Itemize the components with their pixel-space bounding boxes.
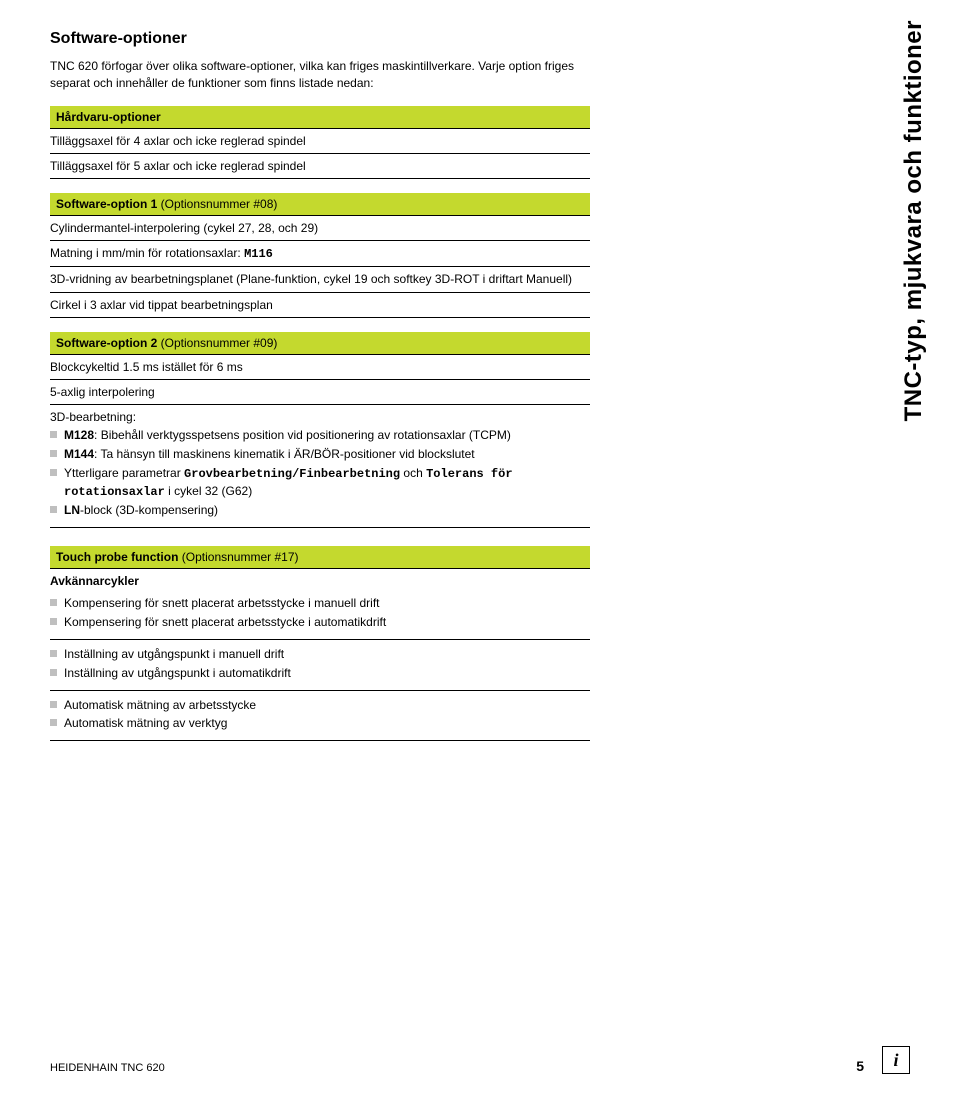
list-item: Automatisk mätning av arbetsstycke xyxy=(50,697,584,714)
touch-group3: Automatisk mätning av arbetsstycke Autom… xyxy=(50,697,584,733)
opt2-header-rest: (Optionsnummer #09) xyxy=(157,336,277,350)
list-item: Kompensering för snett placerat arbetsst… xyxy=(50,595,584,612)
list-item: M128: Bibehåll verktygsspetsens position… xyxy=(50,427,584,444)
opt1-mono: M116 xyxy=(244,247,273,261)
table-row: Blockcykeltid 1.5 ms istället för 6 ms xyxy=(50,355,590,380)
table-row: Cylindermantel-interpolering (cykel 27, … xyxy=(50,216,590,241)
touch-header: Touch probe function (Optionsnummer #17) xyxy=(50,546,590,569)
list-item: M144: Ta hänsyn till maskinens kinematik… xyxy=(50,446,584,463)
opt2-header: Software-option 2 (Optionsnummer #09) xyxy=(50,332,590,355)
touch-header-bold: Touch probe function xyxy=(56,550,178,564)
touch-subhead: Avkännarcykler xyxy=(50,573,584,593)
opt1-header: Software-option 1 (Optionsnummer #08) xyxy=(50,193,590,216)
table-row: 3D-bearbetning: M128: Bibehåll verktygss… xyxy=(50,405,590,527)
table-row: 5-axlig interpolering xyxy=(50,380,590,405)
intro-text: TNC 620 förfogar över olika software-opt… xyxy=(50,58,590,92)
table-row: Avkännarcykler Kompensering för snett pl… xyxy=(50,569,590,640)
footer-left: HEIDENHAIN TNC 620 xyxy=(50,1062,165,1074)
footer: HEIDENHAIN TNC 620 5 i xyxy=(50,1046,910,1074)
list-item: Automatisk mätning av verktyg xyxy=(50,715,584,732)
hardvaru-header: Hårdvaru-optioner xyxy=(50,106,590,129)
list-item: Inställning av utgångspunkt i manuell dr… xyxy=(50,646,584,663)
table-row: Cirkel i 3 axlar vid tippat bearbetnings… xyxy=(50,293,590,318)
side-label: TNC-typ, mjukvara och funktioner xyxy=(900,20,928,421)
info-icon: i xyxy=(882,1046,910,1074)
opt2-bullets: M128: Bibehåll verktygsspetsens position… xyxy=(50,427,584,519)
touch-group2: Inställning av utgångspunkt i manuell dr… xyxy=(50,646,584,682)
list-item: Inställning av utgångspunkt i automatikd… xyxy=(50,665,584,682)
touch-group1: Kompensering för snett placerat arbetsst… xyxy=(50,595,584,631)
table-row: Inställning av utgångspunkt i manuell dr… xyxy=(50,640,590,691)
opt2-row2-text: 3D-bearbetning: xyxy=(50,410,136,424)
opt1-header-rest: (Optionsnummer #08) xyxy=(157,197,277,211)
opt2-header-bold: Software-option 2 xyxy=(56,336,157,350)
touch-header-rest: (Optionsnummer #17) xyxy=(178,550,298,564)
section-title: Software-optioner xyxy=(50,30,590,48)
opt1-header-bold: Software-option 1 xyxy=(56,197,157,211)
list-item: LN-block (3D-kompensering) xyxy=(50,502,584,519)
table-row: Tilläggsaxel för 4 axlar och icke regler… xyxy=(50,129,590,154)
list-item: Kompensering för snett placerat arbetsst… xyxy=(50,614,584,631)
page-number: 5 xyxy=(856,1058,864,1074)
table-row: Automatisk mätning av arbetsstycke Autom… xyxy=(50,691,590,742)
table-row: 3D-vridning av bearbetningsplanet (Plane… xyxy=(50,267,590,292)
table-row: Tilläggsaxel för 5 axlar och icke regler… xyxy=(50,154,590,179)
table-row: Matning i mm/min för rotationsaxlar: M11… xyxy=(50,241,590,267)
list-item: Ytterligare parametrar Grovbearbetning/F… xyxy=(50,465,584,501)
opt1-row1-text: Matning i mm/min för rotationsaxlar: xyxy=(50,246,244,260)
